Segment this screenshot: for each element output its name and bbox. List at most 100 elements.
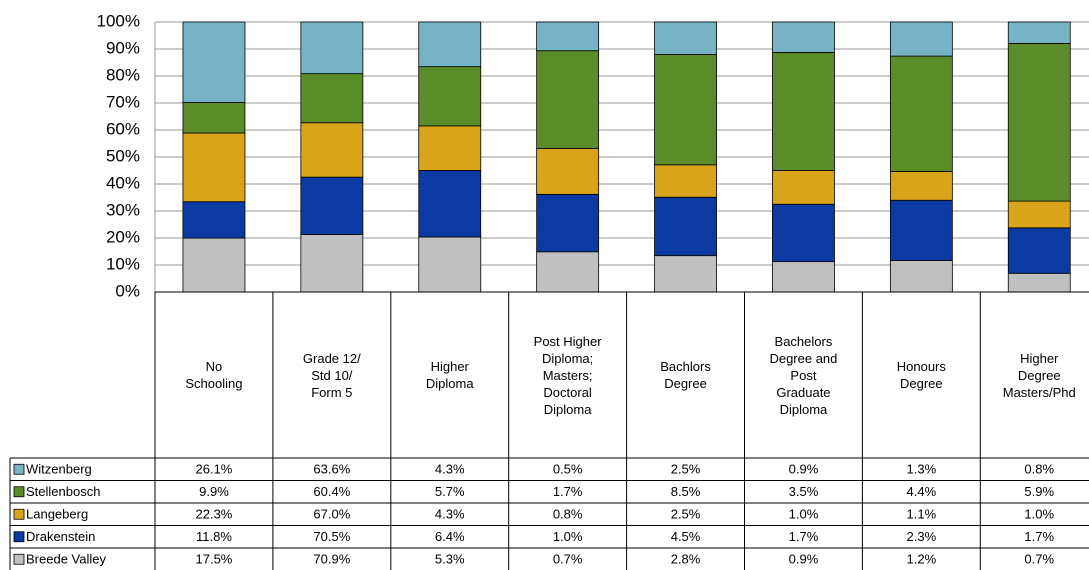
y-tick-label: 90% — [106, 38, 140, 57]
bar-segment — [182, 102, 246, 134]
y-tick-label: 80% — [106, 65, 140, 84]
category-header: Post Higher Diploma; Masters; Doctoral D… — [509, 292, 627, 458]
legend-swatch — [13, 486, 25, 498]
table-value: 0.7% — [1024, 552, 1054, 567]
category-text: Grade 12/ Std 10/ Form 5 — [302, 350, 361, 400]
table-value: 5.3% — [435, 552, 465, 567]
legend-label: Stellenbosch — [26, 484, 100, 499]
table-value: 1.3% — [907, 462, 937, 477]
table-value: 0.8% — [1024, 462, 1054, 477]
bar-segment — [1007, 42, 1071, 202]
table-value: 70.5% — [313, 529, 350, 544]
table-value: 1.7% — [1024, 529, 1054, 544]
bar-segment — [536, 251, 600, 293]
bar-segment — [654, 255, 717, 293]
category-label: Grade 12/ Std 10/ Form 5 — [273, 292, 391, 458]
legend-label: Witzenberg — [26, 462, 92, 477]
category-header: No Schooling — [155, 292, 273, 458]
table-value: 9.9% — [199, 484, 229, 499]
table-value: 6.4% — [435, 529, 465, 544]
table-value: 70.9% — [313, 552, 350, 567]
table-value: 1.0% — [1024, 507, 1054, 522]
y-tick-label: 50% — [106, 146, 140, 165]
category-text: Honours Degree — [896, 359, 946, 391]
category-label: Honours Degree — [862, 292, 980, 458]
bar-segment — [772, 261, 835, 293]
table-value: 8.5% — [671, 484, 701, 499]
legend-swatch — [13, 463, 25, 475]
bar-segment — [300, 73, 364, 124]
table-value: 17.5% — [196, 552, 233, 567]
bar-segment — [536, 193, 600, 253]
legend-swatch — [13, 508, 25, 520]
bar-segment — [889, 260, 953, 293]
bar-segment — [300, 234, 364, 293]
bar-segment — [536, 21, 600, 52]
table-value: 26.1% — [196, 462, 233, 477]
table-value: 1.1% — [907, 507, 937, 522]
table-value: 63.6% — [313, 462, 350, 477]
table-value: 1.2% — [907, 552, 937, 567]
legend-swatch — [13, 553, 25, 565]
table-value: 3.5% — [789, 484, 819, 499]
table-value: 60.4% — [313, 484, 350, 499]
bar-segment — [300, 21, 364, 75]
bar-segment — [418, 236, 482, 293]
table-value: 2.5% — [671, 507, 701, 522]
table-value: 0.8% — [553, 507, 583, 522]
table-value: 2.3% — [907, 529, 937, 544]
category-header: Grade 12/ Std 10/ Form 5 — [273, 292, 391, 458]
category-label: Post Higher Diploma; Masters; Doctoral D… — [509, 292, 627, 458]
table-value: 4.3% — [435, 462, 465, 477]
table-value: 2.8% — [671, 552, 701, 567]
y-tick-label: 0% — [115, 281, 140, 300]
table-value: 0.7% — [553, 552, 583, 567]
bar-segment — [889, 21, 953, 57]
category-text: No Schooling — [185, 359, 243, 391]
bar-segment — [1007, 227, 1071, 274]
bar-segment — [1007, 21, 1071, 44]
category-header: Honours Degree — [862, 292, 980, 458]
category-label: No Schooling — [155, 292, 273, 458]
bar-segment — [654, 196, 717, 257]
category-text: Higher Degree Masters/Phd — [1002, 350, 1076, 400]
bar-segment — [654, 164, 717, 198]
bar-segment — [182, 132, 246, 203]
y-tick-label: 40% — [106, 173, 140, 192]
table-value: 4.3% — [435, 507, 465, 522]
table-value: 1.0% — [553, 529, 583, 544]
bar-segment — [772, 51, 835, 171]
legend-label: Breede Valley — [26, 552, 106, 567]
table-value: 1.7% — [553, 484, 583, 499]
category-header: Higher Diploma — [391, 292, 509, 458]
bar-segment — [536, 50, 600, 149]
table-value: 67.0% — [313, 507, 350, 522]
table-value: 0.5% — [553, 462, 583, 477]
bar-segment — [772, 170, 835, 205]
table-value: 5.9% — [1024, 484, 1054, 499]
category-text: Post Higher Diploma; Masters; Doctoral D… — [533, 333, 602, 417]
category-label: Bachelors Degree and Post Graduate Diplo… — [745, 292, 863, 458]
bar-segment — [418, 170, 482, 238]
legend-label: Drakenstein — [26, 529, 95, 544]
bar-segment — [418, 21, 482, 68]
category-label: Higher Diploma — [391, 292, 509, 458]
y-tick-label: 20% — [106, 227, 140, 246]
table-value: 4.5% — [671, 529, 701, 544]
category-text: Higher Diploma — [425, 359, 474, 391]
bar-segment — [889, 55, 953, 172]
category-label: Higher Degree Masters/Phd — [980, 292, 1089, 458]
y-tick-label: 70% — [106, 92, 140, 111]
table-value: 0.9% — [789, 552, 819, 567]
bar-segment — [654, 54, 717, 166]
table-value: 2.5% — [671, 462, 701, 477]
category-header: Higher Degree Masters/Phd — [980, 292, 1089, 458]
bar-segment — [654, 21, 717, 55]
bar-segment — [300, 176, 364, 235]
bar-segment — [418, 66, 482, 127]
table-value: 11.8% — [196, 529, 232, 544]
bar-segment — [182, 201, 246, 239]
category-header: Bachelors Degree and Post Graduate Diplo… — [745, 292, 863, 458]
legend-swatch — [13, 531, 25, 543]
